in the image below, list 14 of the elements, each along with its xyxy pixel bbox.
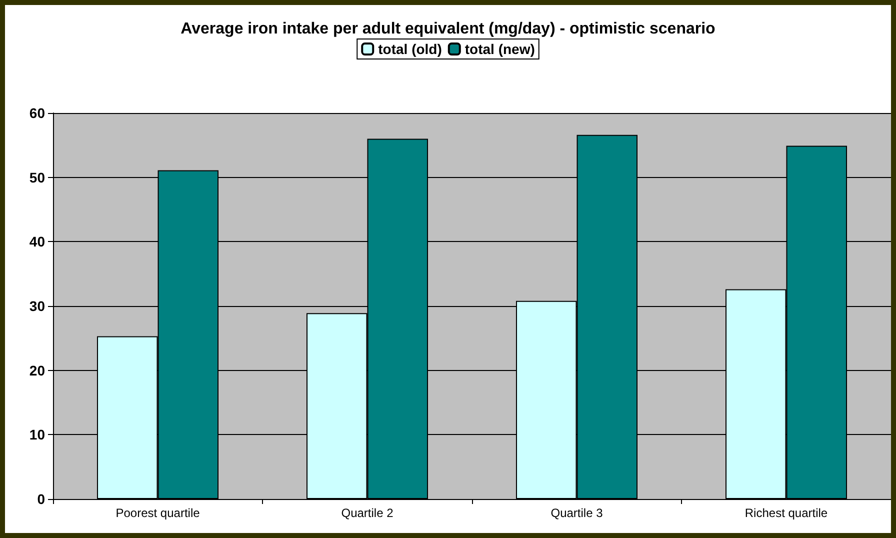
y-tick-label: 50 bbox=[29, 169, 46, 186]
legend-label: total (new) bbox=[464, 41, 535, 57]
y-tick-label: 30 bbox=[29, 298, 46, 314]
legend-label: total (old) bbox=[378, 41, 442, 57]
x-tick-label: Poorest quartile bbox=[116, 506, 200, 520]
y-tick-label: 60 bbox=[29, 105, 46, 121]
y-tick-label: 40 bbox=[29, 234, 46, 250]
y-tick-label: 0 bbox=[37, 491, 46, 507]
x-tick-label: Quartile 3 bbox=[550, 506, 604, 520]
y-tick-label: 10 bbox=[29, 426, 46, 443]
x-tick-label: Quartile 2 bbox=[341, 506, 394, 520]
y-tick-label: 20 bbox=[29, 362, 46, 378]
chart-title: Average iron intake per adult equivalent (mg/day) - optimistic scenario bbox=[180, 20, 716, 38]
x-tick-label: Richest quartile bbox=[744, 506, 828, 520]
